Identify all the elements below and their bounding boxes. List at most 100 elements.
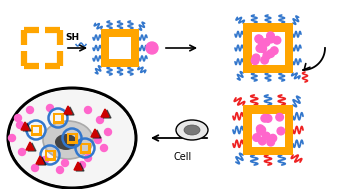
Polygon shape xyxy=(76,163,84,171)
Bar xyxy=(31,125,42,127)
Bar xyxy=(88,143,90,153)
Circle shape xyxy=(262,132,270,140)
Circle shape xyxy=(252,54,260,62)
Bar xyxy=(75,132,77,143)
Circle shape xyxy=(9,135,15,142)
Polygon shape xyxy=(23,123,31,131)
Bar xyxy=(66,132,77,135)
Ellipse shape xyxy=(184,125,200,135)
Circle shape xyxy=(258,137,266,145)
Bar xyxy=(243,105,251,155)
Bar xyxy=(44,149,47,160)
Ellipse shape xyxy=(55,134,77,150)
Circle shape xyxy=(26,106,33,114)
Bar xyxy=(79,143,82,153)
Circle shape xyxy=(19,149,25,156)
Circle shape xyxy=(105,129,111,136)
Ellipse shape xyxy=(176,120,208,140)
Circle shape xyxy=(97,116,104,123)
Circle shape xyxy=(46,105,54,112)
Polygon shape xyxy=(101,109,109,117)
Polygon shape xyxy=(66,107,74,115)
Polygon shape xyxy=(28,143,36,151)
Bar xyxy=(53,112,55,123)
Polygon shape xyxy=(26,142,34,150)
Circle shape xyxy=(267,34,275,42)
Bar xyxy=(53,149,55,160)
Polygon shape xyxy=(38,157,46,165)
Ellipse shape xyxy=(10,90,134,186)
Bar xyxy=(243,64,293,73)
Circle shape xyxy=(14,115,21,122)
Text: SH: SH xyxy=(65,33,79,42)
Bar xyxy=(243,23,293,32)
Bar xyxy=(79,151,90,153)
Bar xyxy=(284,105,293,155)
Circle shape xyxy=(262,39,270,46)
Circle shape xyxy=(17,122,23,129)
Circle shape xyxy=(267,50,275,57)
Circle shape xyxy=(261,56,268,64)
Circle shape xyxy=(267,138,275,146)
Bar xyxy=(243,105,293,114)
Polygon shape xyxy=(91,129,99,137)
Ellipse shape xyxy=(43,121,93,159)
Polygon shape xyxy=(103,110,111,118)
Ellipse shape xyxy=(8,88,136,188)
Circle shape xyxy=(62,160,68,167)
Circle shape xyxy=(270,47,278,54)
Circle shape xyxy=(85,106,92,114)
Bar xyxy=(53,121,64,123)
Bar xyxy=(44,149,55,152)
Polygon shape xyxy=(36,156,44,164)
Circle shape xyxy=(261,115,269,122)
Polygon shape xyxy=(74,162,82,170)
Bar xyxy=(243,146,293,155)
Circle shape xyxy=(32,164,39,171)
Bar xyxy=(243,23,251,73)
Bar xyxy=(284,23,293,73)
Bar xyxy=(101,29,109,67)
Circle shape xyxy=(146,42,158,54)
Circle shape xyxy=(256,45,264,52)
Bar xyxy=(101,29,139,37)
Bar xyxy=(61,112,64,123)
Circle shape xyxy=(78,161,86,169)
Bar xyxy=(101,59,139,67)
Circle shape xyxy=(256,36,263,43)
Circle shape xyxy=(263,52,271,60)
Bar xyxy=(66,132,69,143)
Circle shape xyxy=(95,136,101,143)
Circle shape xyxy=(42,156,49,163)
Circle shape xyxy=(259,41,266,48)
Circle shape xyxy=(259,45,267,53)
Text: Cell: Cell xyxy=(174,152,192,162)
Polygon shape xyxy=(64,106,72,114)
Circle shape xyxy=(253,134,260,141)
Circle shape xyxy=(267,32,274,40)
Circle shape xyxy=(267,35,275,43)
Circle shape xyxy=(255,35,262,43)
Polygon shape xyxy=(93,130,101,138)
Bar xyxy=(79,143,90,145)
Bar xyxy=(53,112,64,115)
Bar xyxy=(31,133,42,136)
Circle shape xyxy=(276,113,283,121)
Circle shape xyxy=(257,128,265,135)
Bar xyxy=(39,125,42,136)
Circle shape xyxy=(56,167,64,174)
Bar xyxy=(31,125,33,136)
Circle shape xyxy=(100,145,107,152)
Circle shape xyxy=(258,126,266,134)
Bar xyxy=(44,158,55,160)
Circle shape xyxy=(273,36,281,44)
Circle shape xyxy=(277,127,285,135)
Bar xyxy=(131,29,139,67)
Bar xyxy=(66,141,77,143)
Circle shape xyxy=(85,154,92,161)
Circle shape xyxy=(269,134,277,142)
Circle shape xyxy=(257,125,264,132)
Polygon shape xyxy=(21,122,29,130)
Circle shape xyxy=(251,57,259,64)
Circle shape xyxy=(264,115,272,122)
